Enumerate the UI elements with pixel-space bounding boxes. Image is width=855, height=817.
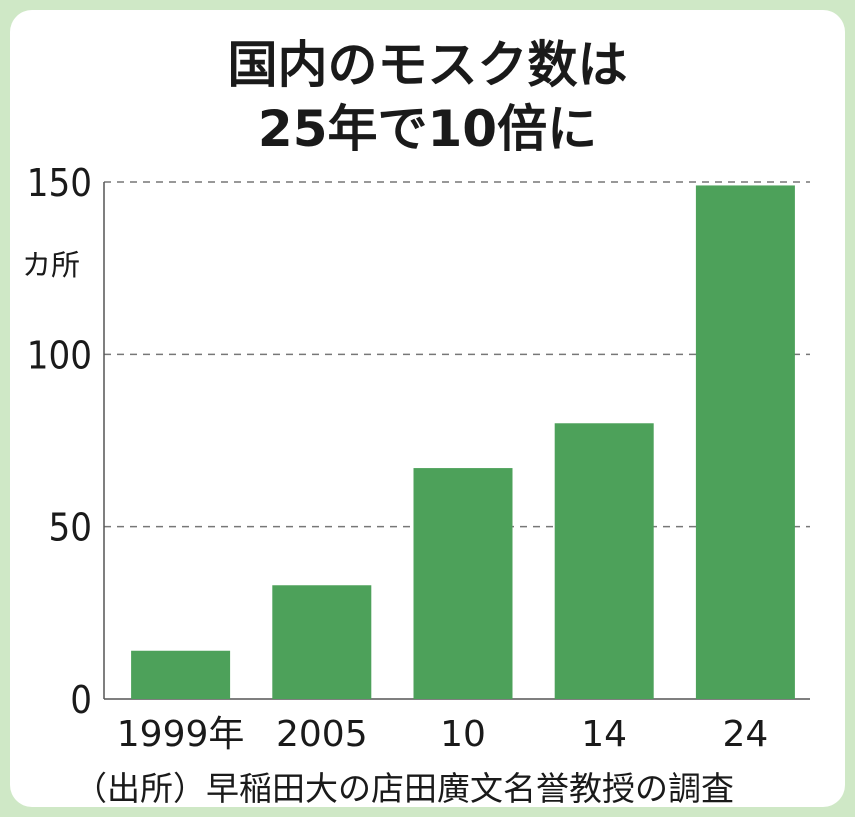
chart-title-line-2: 25年で10倍に bbox=[257, 100, 598, 158]
y-tick-label: 150 bbox=[27, 161, 92, 205]
chart-title-line-1: 国内のモスク数は bbox=[227, 36, 628, 94]
y-tick-label: 50 bbox=[49, 506, 93, 550]
bar bbox=[554, 423, 654, 699]
y-tick-label: 100 bbox=[27, 333, 92, 377]
bar bbox=[131, 650, 231, 699]
x-tick-label: 1999年 bbox=[117, 714, 245, 755]
x-tick-label: 14 bbox=[581, 714, 627, 755]
source-note: （出所）早稲田大の店田廣文名誉教授の調査 bbox=[74, 769, 734, 808]
bar bbox=[272, 585, 372, 699]
x-tick-label: 24 bbox=[722, 714, 768, 755]
x-tick-label: 2005 bbox=[276, 714, 368, 755]
x-tick-label: 10 bbox=[440, 714, 486, 755]
y-axis-unit: カ所 bbox=[22, 248, 81, 282]
bar bbox=[695, 185, 795, 700]
bar bbox=[413, 468, 513, 699]
y-tick-label: 0 bbox=[70, 678, 92, 722]
